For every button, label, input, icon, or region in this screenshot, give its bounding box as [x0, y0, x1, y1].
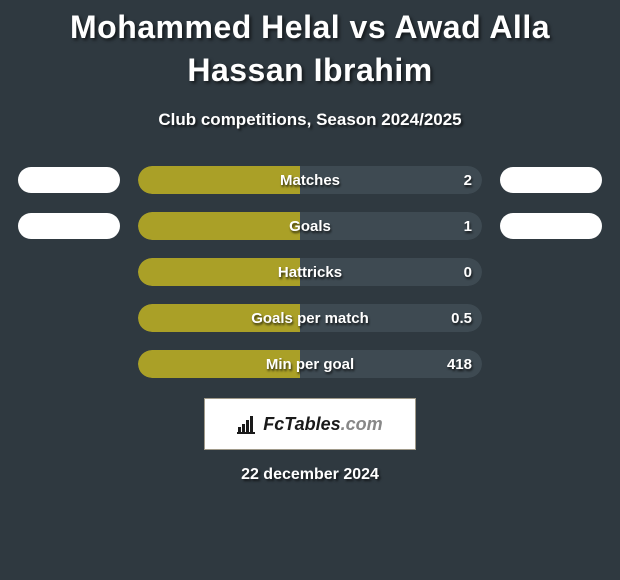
stats-list: Matches2Goals1Hattricks0Goals per match0… — [0, 166, 620, 378]
left-pill — [18, 259, 120, 285]
chart-icon — [237, 414, 259, 434]
branding-box: FcTables.com — [204, 398, 416, 450]
stat-bar: Goals1 — [138, 212, 482, 240]
branding-text: FcTables.com — [263, 414, 382, 435]
stat-row: Goals1 — [0, 212, 620, 240]
left-pill — [18, 167, 120, 193]
stat-value-right: 0.5 — [451, 304, 472, 332]
stat-label: Goals — [138, 212, 482, 240]
stat-value-right: 418 — [447, 350, 472, 378]
stat-row: Goals per match0.5 — [0, 304, 620, 332]
right-pill — [500, 259, 602, 285]
stat-label: Min per goal — [138, 350, 482, 378]
stat-row: Matches2 — [0, 166, 620, 194]
page-title: Mohammed Helal vs Awad Alla Hassan Ibrah… — [0, 0, 620, 92]
stat-bar: Goals per match0.5 — [138, 304, 482, 332]
right-pill — [500, 167, 602, 193]
stat-value-right: 1 — [464, 212, 472, 240]
stat-label: Matches — [138, 166, 482, 194]
left-pill — [18, 213, 120, 239]
branding-main: FcTables — [263, 414, 340, 434]
stat-label: Goals per match — [138, 304, 482, 332]
stat-value-right: 0 — [464, 258, 472, 286]
infographic-container: Mohammed Helal vs Awad Alla Hassan Ibrah… — [0, 0, 620, 484]
subtitle: Club competitions, Season 2024/2025 — [0, 110, 620, 130]
stat-bar: Matches2 — [138, 166, 482, 194]
left-pill — [18, 305, 120, 331]
right-pill — [500, 213, 602, 239]
stat-label: Hattricks — [138, 258, 482, 286]
stat-bar: Min per goal418 — [138, 350, 482, 378]
stat-value-right: 2 — [464, 166, 472, 194]
right-pill — [500, 305, 602, 331]
date-text: 22 december 2024 — [0, 466, 620, 484]
branding-suffix: .com — [341, 414, 383, 434]
right-pill — [500, 351, 602, 377]
stat-row: Min per goal418 — [0, 350, 620, 378]
stat-bar: Hattricks0 — [138, 258, 482, 286]
stat-row: Hattricks0 — [0, 258, 620, 286]
left-pill — [18, 351, 120, 377]
